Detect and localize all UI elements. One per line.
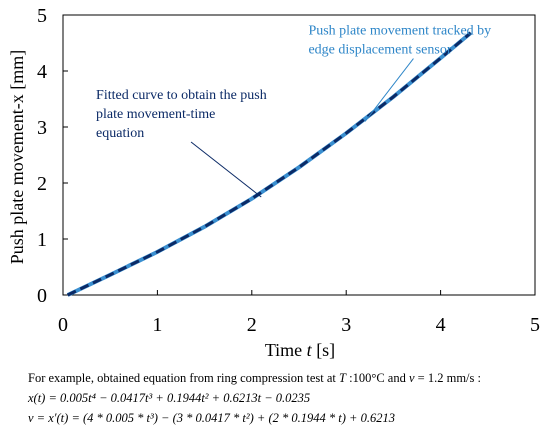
x-axis-title: Time t [s] [265,340,335,360]
plot-frame [62,14,536,296]
equation-caption: For example, obtained equation from ring… [28,368,543,428]
x-tick-label: 0 [58,314,68,336]
y-tick-label: 3 [37,117,47,139]
sensor-annotation: Push plate movement tracked by edge displ… [308,24,491,58]
sensor-annotation-leader [364,58,414,122]
y-tick-label: 5 [37,5,47,27]
plot-area: 0 1 2 3 4 5 0 1 2 3 4 5 Push plate movement tracked … [37,5,540,336]
fit-annotation: Fitted curve to obtain the push plate mov… [96,88,267,141]
y-tick-label: 2 [37,173,47,195]
y-axis-title: Push plate movement-x [mm] [7,50,27,264]
fit-annotation-leader [190,141,262,198]
x-tick-label: 5 [530,314,540,336]
caption-intro: For example, obtained equation from ring… [28,371,481,385]
y-tick-label: 0 [37,285,47,307]
equation-velocity: v = x′(t) = (4 * 0.005 * t³) − (3 * 0.04… [28,411,395,425]
fitted-curve-line [67,31,472,297]
y-tick-label: 4 [37,61,47,83]
x-tick-label: 1 [152,314,162,336]
x-tick-label: 3 [341,314,351,336]
chart: 0 1 2 3 4 5 0 1 2 3 4 5 Push plate movement tracked … [7,5,540,360]
equation-position: x(t) = 0.005t⁴ − 0.0417t³ + 0.1944t² + 0… [28,391,311,405]
x-tick-label: 4 [436,314,446,336]
sensor-series-line [66,31,473,297]
x-tick-label: 2 [247,314,257,336]
y-tick-label: 1 [37,229,47,251]
